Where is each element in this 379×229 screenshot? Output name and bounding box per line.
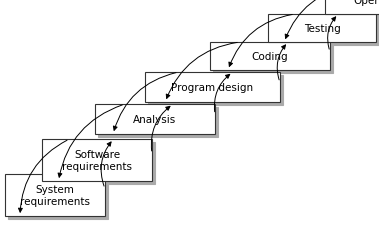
Text: Software
requirements: Software requirements	[62, 149, 132, 172]
Text: Analysis: Analysis	[133, 114, 177, 124]
Bar	[8, 177, 108, 219]
Bar	[328, 0, 379, 18]
Text: Operations: Operations	[354, 0, 379, 6]
Bar	[45, 142, 155, 184]
Text: System
requirements: System requirements	[20, 184, 90, 206]
Bar	[145, 73, 280, 103]
Bar	[95, 105, 215, 134]
Text: Coding: Coding	[252, 52, 288, 62]
Text: Testing: Testing	[304, 24, 340, 34]
Bar	[213, 46, 333, 74]
Bar	[325, 0, 379, 15]
Bar	[42, 139, 152, 181]
Bar	[210, 43, 330, 71]
Text: Program design: Program design	[171, 83, 254, 93]
Bar	[5, 174, 105, 216]
Bar	[148, 76, 283, 106]
Bar	[98, 108, 218, 137]
Bar	[268, 15, 376, 43]
Bar	[271, 18, 379, 46]
